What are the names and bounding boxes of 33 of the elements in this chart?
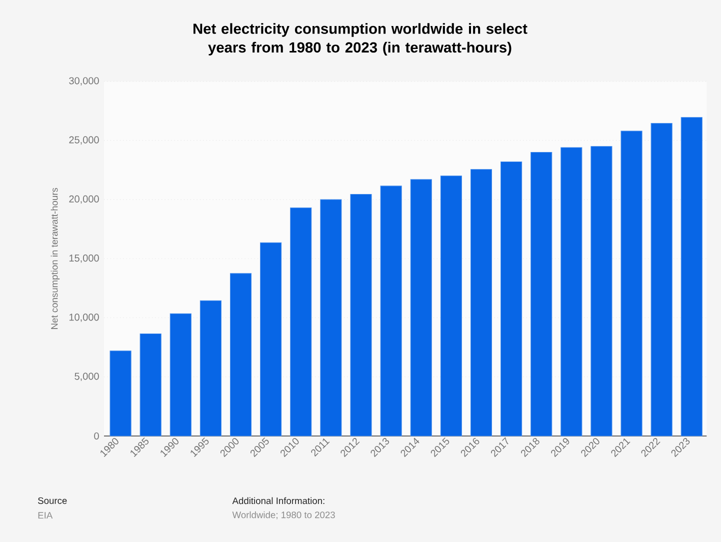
y-tick-label: 20,000: [69, 195, 99, 204]
bar: [350, 194, 372, 436]
bar: [590, 146, 612, 436]
bar: [110, 350, 132, 436]
bar: [320, 199, 342, 436]
bar: [410, 179, 432, 436]
y-tick-label: 15,000: [69, 254, 99, 263]
bar: [440, 176, 462, 436]
bar: [260, 242, 282, 436]
bar: [290, 208, 312, 436]
bar: [680, 117, 702, 436]
y-tick-label: 0: [94, 432, 99, 440]
y-tick-label: 5,000: [74, 372, 99, 382]
bar: [560, 147, 582, 436]
bar: [470, 169, 492, 436]
y-tick-label: 25,000: [69, 136, 99, 145]
text: EIA: [38, 512, 53, 519]
bar: [620, 130, 642, 436]
text: Source: [38, 497, 67, 504]
bar: [530, 152, 552, 436]
bar: [200, 300, 222, 436]
bar: [650, 123, 672, 436]
y-tick-label: 30,000: [69, 77, 99, 86]
bar: [170, 313, 192, 436]
y-axis-title: Net consumption in terawatt-hours: [50, 188, 60, 329]
bar: [380, 186, 402, 436]
chart-title: Net electricity consumption worldwide in select years from 1980 to 2023 (in terawatt-hours): [194, 23, 528, 56]
text: Worldwide; 1980 to 2023: [232, 511, 335, 520]
bar: [230, 273, 252, 436]
bar: [500, 161, 522, 436]
bar: [140, 333, 162, 436]
text: Additional Information:: [232, 497, 324, 504]
y-tick-label: 10,000: [69, 314, 99, 322]
